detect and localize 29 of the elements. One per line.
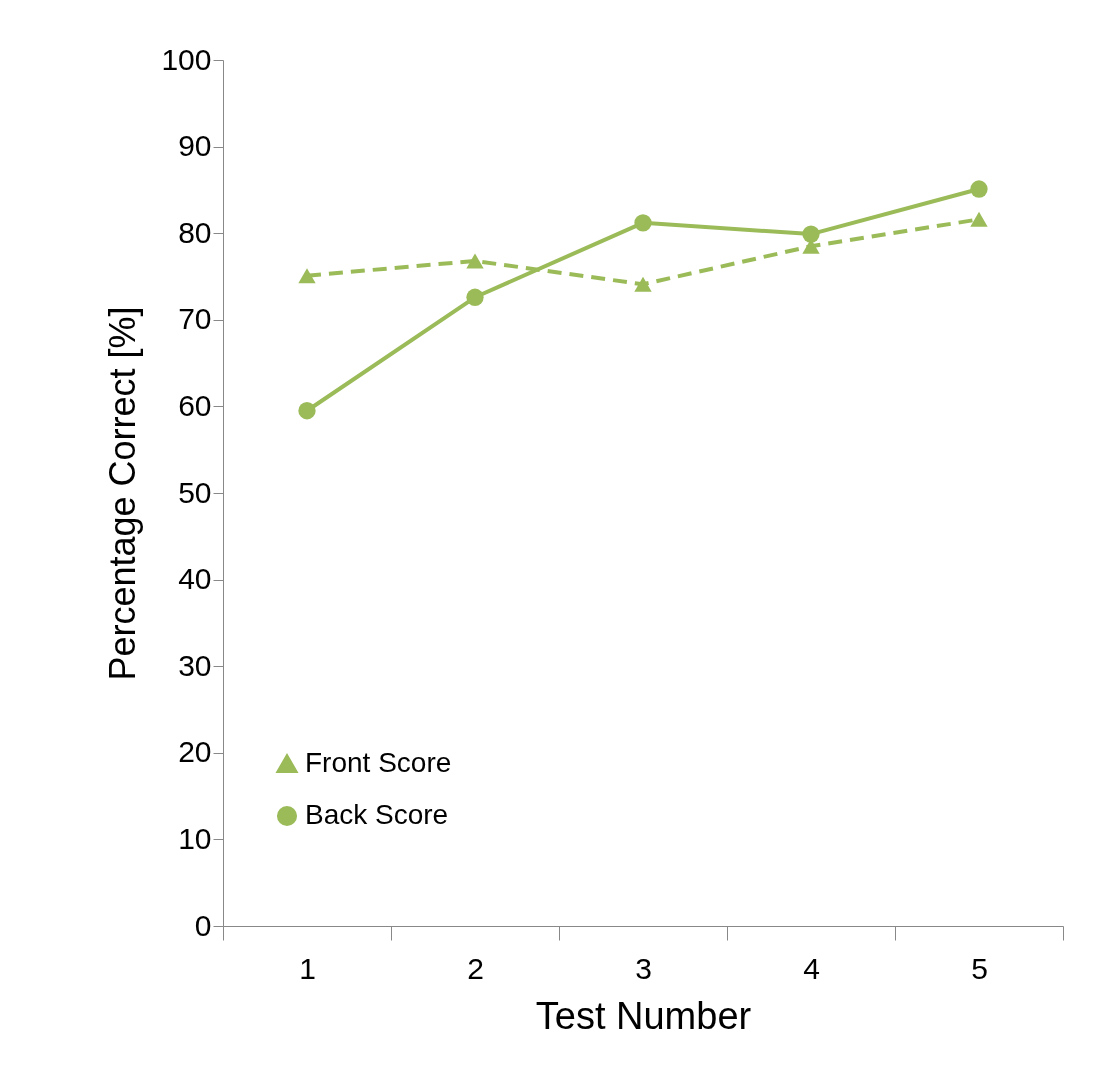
y-tick-label: 0	[194, 908, 212, 942]
y-tick-label: 80	[178, 215, 212, 249]
y-tick-label: 70	[178, 302, 212, 336]
y-tick-label: 20	[178, 735, 212, 769]
point	[802, 225, 820, 243]
y-tick-label: 40	[178, 562, 212, 596]
point	[970, 180, 988, 198]
legend-label: Front Score	[305, 747, 452, 778]
point	[634, 276, 652, 292]
y-tick-label: 50	[178, 475, 212, 509]
point	[298, 268, 316, 284]
y-tick-label: 10	[178, 821, 212, 855]
y-tick-label: 90	[178, 129, 212, 163]
point	[634, 214, 652, 232]
point	[298, 402, 316, 420]
y-axis-title: Percentage Correct [%]	[102, 306, 144, 681]
y-tick-label: 60	[178, 388, 212, 422]
legend-label: Back Score	[305, 799, 449, 830]
point	[466, 253, 484, 269]
x-tick-label: 3	[635, 951, 652, 985]
x-tick-label: 4	[803, 951, 820, 985]
x-axis-title: Test Number	[535, 994, 752, 1037]
x-tick-label: 1	[299, 951, 316, 985]
point	[466, 288, 484, 306]
point	[970, 211, 988, 227]
y-tick-label: 30	[178, 648, 212, 682]
y-tick-label: 100	[161, 42, 212, 76]
x-tick-label: 5	[971, 951, 988, 985]
x-tick-label: 2	[467, 951, 484, 985]
